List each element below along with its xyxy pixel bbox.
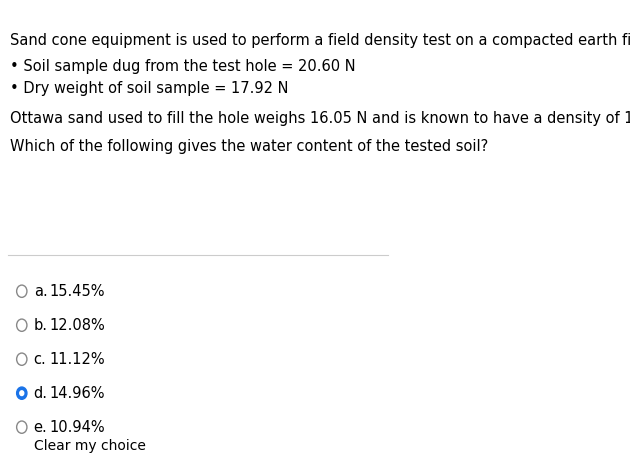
Text: e.: e.: [33, 420, 47, 435]
Circle shape: [16, 421, 27, 433]
Text: 14.96%: 14.96%: [50, 386, 105, 401]
Text: c.: c.: [33, 352, 47, 367]
Text: Sand cone equipment is used to perform a field density test on a compacted earth: Sand cone equipment is used to perform a…: [10, 33, 630, 48]
Circle shape: [20, 391, 24, 396]
Circle shape: [16, 387, 27, 399]
Text: Which of the following gives the water content of the tested soil?: Which of the following gives the water c…: [10, 139, 488, 154]
Text: 10.94%: 10.94%: [50, 420, 105, 435]
Text: d.: d.: [33, 386, 48, 401]
Text: 15.45%: 15.45%: [50, 284, 105, 299]
Text: 11.12%: 11.12%: [50, 352, 105, 367]
Text: Ottawa sand used to fill the hole weighs 16.05 N and is known to have a density : Ottawa sand used to fill the hole weighs…: [10, 111, 630, 126]
Text: b.: b.: [33, 318, 48, 333]
Text: a.: a.: [33, 284, 47, 299]
Text: • Dry weight of soil sample = 17.92 N: • Dry weight of soil sample = 17.92 N: [10, 81, 289, 96]
Circle shape: [16, 353, 27, 365]
Text: • Soil sample dug from the test hole = 20.60 N: • Soil sample dug from the test hole = 2…: [10, 59, 355, 74]
Text: Clear my choice: Clear my choice: [33, 439, 146, 453]
Text: 12.08%: 12.08%: [50, 318, 105, 333]
Circle shape: [16, 319, 27, 331]
Circle shape: [16, 285, 27, 297]
